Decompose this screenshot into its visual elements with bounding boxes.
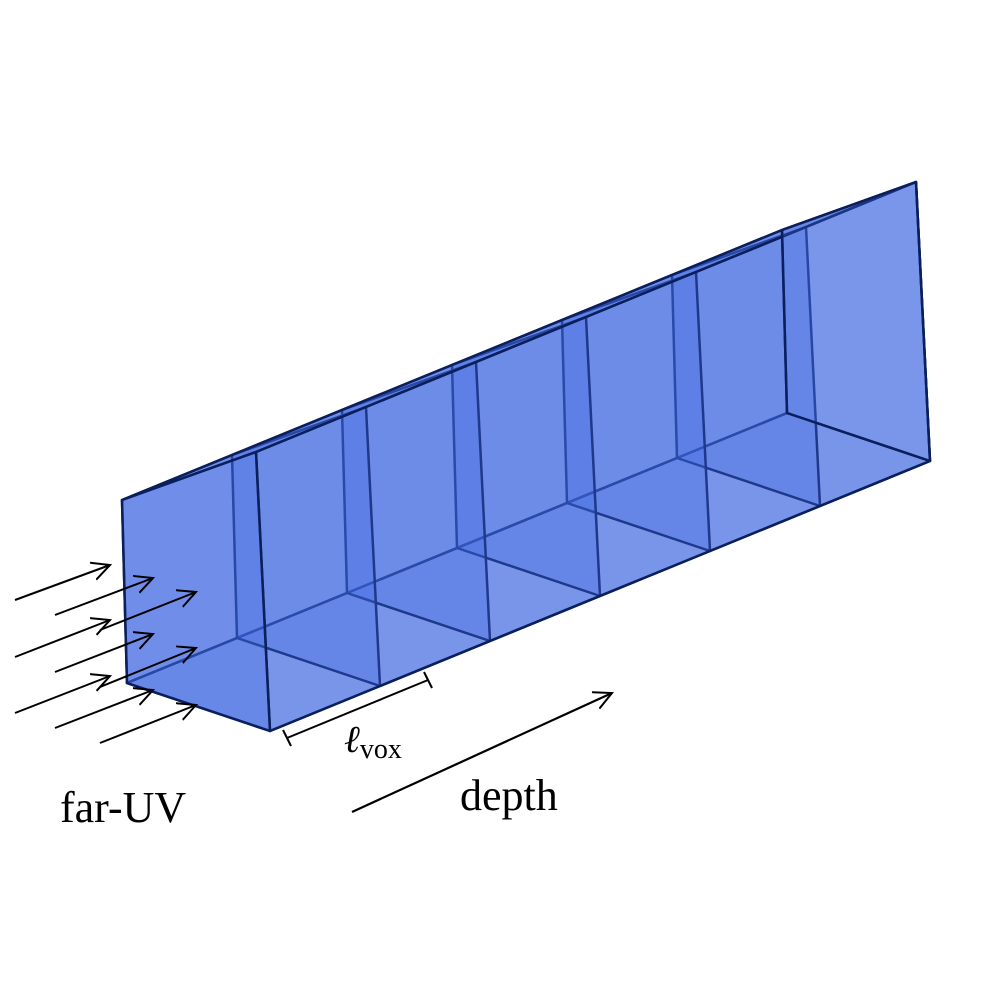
uv-ray-arrow — [99, 648, 196, 688]
column-front-face — [120, 450, 272, 733]
uv-ray-arrow — [14, 676, 110, 714]
uv-ray-arrow — [54, 578, 153, 616]
uv-ray-arrow — [14, 565, 110, 601]
uv-ray-arrow — [99, 705, 196, 744]
uv-ray-arrow — [54, 634, 153, 673]
depth-label: depth — [460, 771, 558, 820]
uv-ray-arrow — [14, 620, 110, 658]
depth-arrow — [351, 693, 612, 814]
voxel-column — [120, 180, 932, 733]
far-uv-arrows — [14, 565, 196, 744]
far-uv-label: far-UV — [60, 783, 186, 832]
voxel-length-label: ℓvox — [344, 719, 402, 765]
uv-ray-arrow — [54, 690, 153, 729]
uv-ray-arrow — [99, 592, 196, 631]
column-far-face — [780, 180, 932, 463]
voxel-length-symbol: ℓ — [344, 719, 360, 761]
voxel-length-bracket — [282, 671, 433, 747]
voxel-length-subscript: vox — [360, 734, 402, 765]
